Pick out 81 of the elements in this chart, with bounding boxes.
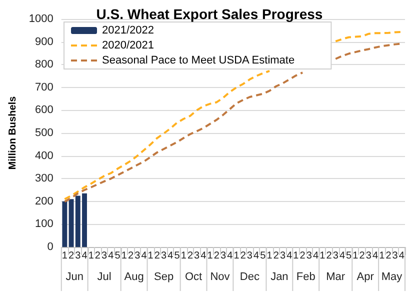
x-tick-label: 3 [194,250,200,262]
chart-title: U.S. Wheat Export Sales Progress [96,6,323,22]
x-tick-label: 2 [300,250,306,262]
text: Feb [296,271,316,283]
x-tick-label: 5 [346,250,352,262]
x-tick-label: 4 [313,250,320,262]
x-tick-label: 3 [246,250,253,262]
x-tick-label: 1 [320,250,326,262]
x-tick-label: 4 [339,250,346,262]
y-tick-label: 800 [35,58,54,71]
text: Dec [240,271,260,283]
x-tick-label: 4 [254,250,260,262]
y-tick-label: 0 [47,241,54,253]
x-tick-label: 1 [207,250,214,262]
y-tick-label: 900 [35,36,54,48]
x-tick-label: 5 [260,250,266,262]
y-tick-label: 100 [35,218,54,230]
x-tick-label: 4 [227,250,234,262]
y-tick-label: 300 [35,172,54,185]
x-tick-label: 5 [174,250,180,262]
x-tick-label: 2 [273,250,280,262]
text: Aug [124,271,144,283]
text: Mar [326,271,346,283]
x-tick-label: 1 [121,250,128,262]
y-tick-label: 500 [35,127,54,139]
x-tick-label: 1 [293,250,300,262]
x-tick-label: 1 [62,250,68,262]
x-tick-label: 2 [214,250,220,262]
x-tick-label: 1 [234,250,240,262]
y-tick-label: 1000 [28,13,54,25]
x-tick-label: 2 [326,250,332,262]
x-tick-label: 1 [266,250,273,262]
x-tick-label: 3 [366,250,372,262]
x-tick-label: 4 [108,250,114,262]
text: Jun [66,271,84,283]
x-tick-label: 1 [180,250,187,262]
bar [62,201,68,247]
x-tick-label: 4 [82,250,88,262]
legend-label: 2021/2022 [102,24,154,36]
x-tick-label: 2 [386,250,392,262]
x-tick-label: 1 [88,250,94,262]
text: Apr [356,271,374,283]
text: May [381,271,403,283]
x-tick-label: 3 [161,250,168,262]
x-tick-label: 2 [94,250,101,262]
x-tick-label: 3 [102,250,108,262]
x-tick-label: 4 [141,250,148,262]
x-tick-label: 3 [280,250,286,262]
text: Oct [184,271,202,283]
x-tick-label: 3 [75,250,82,262]
legend-label: Seasonal Pace to Meet USDA Estimate [102,54,295,66]
text: Jul [97,271,112,283]
x-tick-label: 2 [359,250,366,262]
x-tick-label: 3 [306,250,312,262]
x-tick-label: 3 [332,250,339,262]
x-tick-label: 1 [148,250,154,262]
x-tick-label: 2 [68,250,74,262]
x-tick-label: 5 [114,250,121,262]
x-tick-label: 2 [128,250,134,262]
x-tick-label: 4 [168,250,174,262]
x-tick-label: 4 [200,250,207,262]
legend-label: 2020/2021 [102,40,154,52]
x-tick-label: 3 [220,250,226,262]
text: Nov [210,271,230,283]
y-tick-label: 200 [35,195,54,208]
x-tick-label: 4 [398,250,405,262]
x-tick-label: 2 [154,250,160,262]
text: Sep [154,271,174,283]
y-tick-label: 400 [35,150,54,162]
x-tick-label: 2 [240,250,246,262]
x-tick-label: 2 [187,250,194,262]
x-tick-label: 1 [352,250,359,262]
y-tick-label: 700 [35,81,54,94]
y-axis-title: Million Bushels [8,96,18,170]
text: Jan [270,271,288,283]
x-tick-label: 4 [372,250,378,262]
x-tick-label: 1 [379,250,386,262]
x-tick-label: 3 [134,250,141,262]
x-tick-label: 3 [392,250,398,262]
x-tick-label: 4 [286,250,293,262]
y-tick-label: 600 [35,104,54,116]
